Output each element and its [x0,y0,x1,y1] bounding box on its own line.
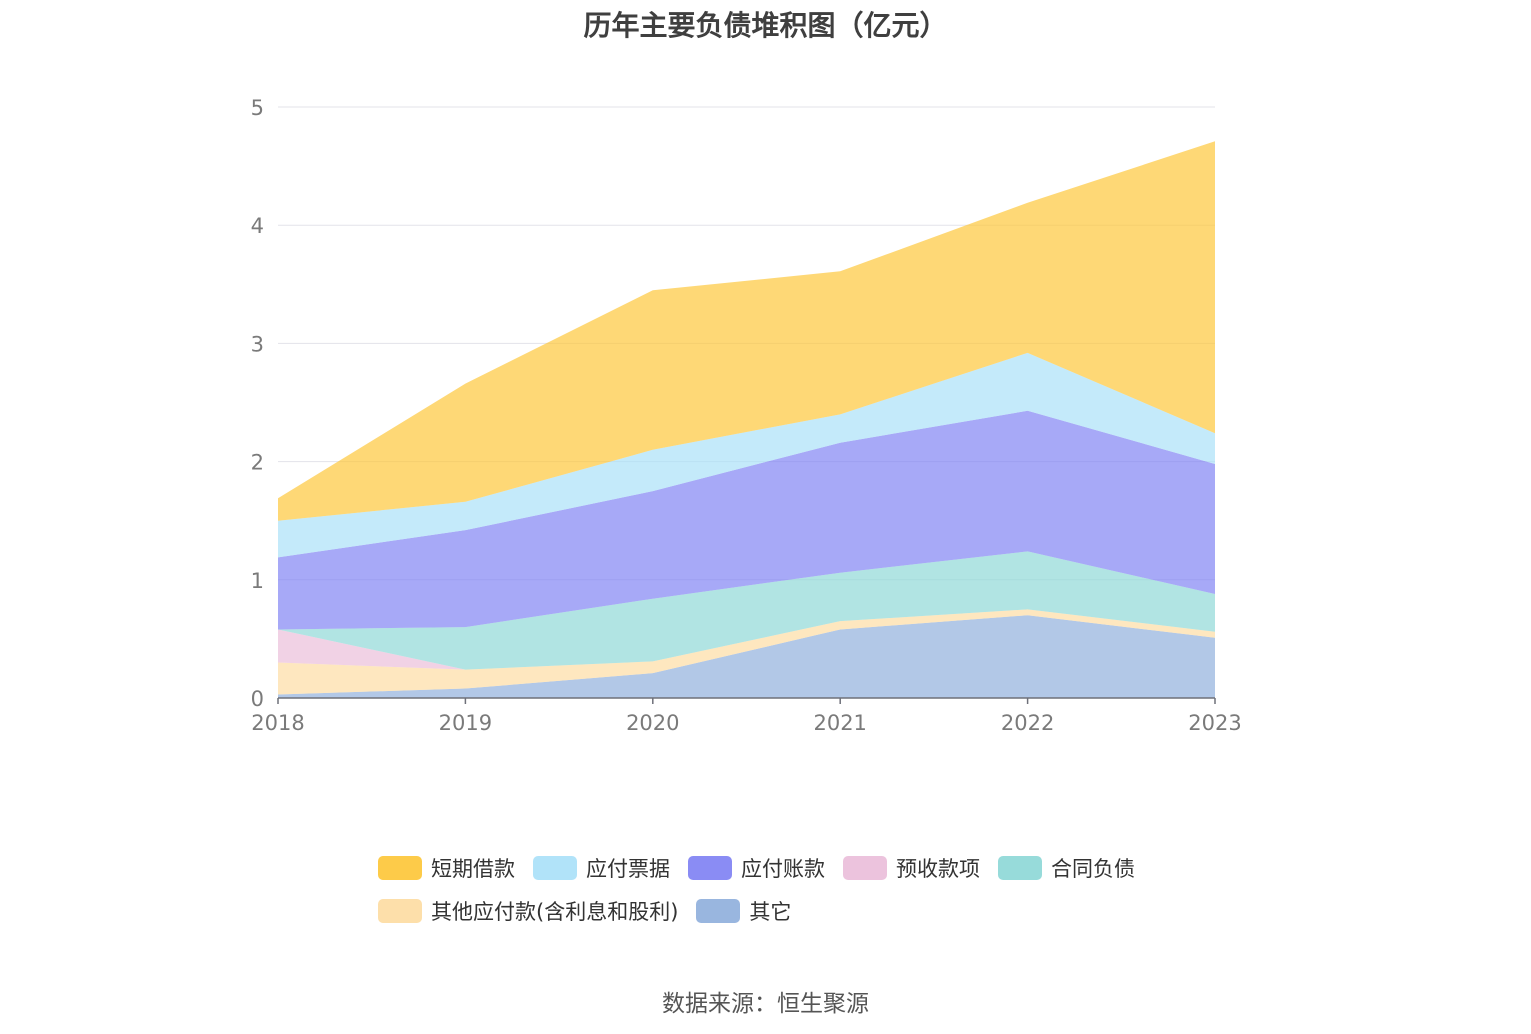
axes: 0 1 2 3 4 5 2018 2019 2020 2021 2022 2023 [251,96,1242,735]
legend-item[interactable]: 短期借款 [378,853,515,883]
y-tick-label: 5 [251,96,264,120]
y-tick-label: 4 [251,214,264,238]
legend-label: 其他应付款(含利息和股利) [431,900,679,924]
legend-label: 其它 [749,900,792,924]
x-tick-label: 2022 [1001,711,1054,735]
x-tick-label: 2021 [813,711,866,735]
y-tick-label: 3 [251,332,264,356]
x-tick-label: 2020 [626,711,679,735]
area-series-1 [278,609,1215,695]
y-tick-label: 2 [251,451,264,475]
area-series-2 [278,609,1215,670]
y-tick-label: 1 [251,569,264,593]
legend-item[interactable]: 预收款项 [843,853,980,883]
legend-item[interactable]: 其它 [696,896,791,926]
x-tick-label: 2019 [439,711,492,735]
legend-item[interactable]: 其他应付款(含利息和股利) [378,896,678,926]
legend-item[interactable]: 应付票据 [533,853,670,883]
legend-swatch [843,856,887,880]
legend-swatch [696,899,741,923]
area-series-6 [278,141,1215,521]
legend-label: 应付票据 [586,857,670,881]
legend-row-1: 短期借款 应付票据 应付账款 预收款项 合同负债 [378,853,1153,883]
legend-label: 应付账款 [741,857,825,881]
area-series-5 [278,352,1215,558]
legend-swatch [378,899,422,923]
area-series [278,141,1215,698]
legend-swatch [688,856,732,880]
legend-label: 合同负债 [1051,857,1135,881]
legend-swatch [378,856,422,880]
legend-label: 短期借款 [431,857,515,881]
area-series-0 [278,615,1215,698]
legend-row-2: 其他应付款(含利息和股利) 其它 [378,896,809,926]
y-tick-label: 0 [251,687,264,711]
legend-swatch [998,856,1042,880]
x-tick-label: 2023 [1188,711,1241,735]
legend-label: 预收款项 [896,857,980,881]
legend-item[interactable]: 应付账款 [688,853,825,883]
chart-title: 历年主要负债堆积图（亿元） [583,9,948,42]
data-source-note: 数据来源：恒生聚源 [662,991,869,1017]
area-series-3 [278,551,1215,670]
x-tick-label: 2018 [251,711,304,735]
area-series-4 [278,410,1215,630]
legend-item[interactable]: 合同负债 [998,853,1135,883]
legend-swatch [533,856,577,880]
stacked-area-chart: 0 1 2 3 4 5 2018 2019 2020 2021 2022 2023 [251,96,1242,735]
